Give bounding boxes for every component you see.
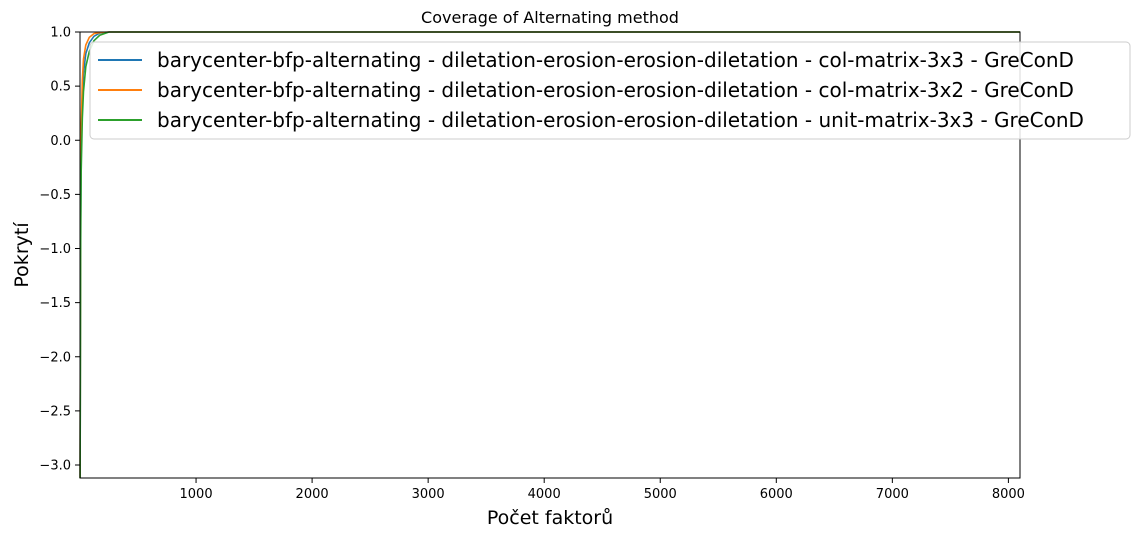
y-tick-label: −1.5 <box>39 296 71 311</box>
x-tick-label: 3000 <box>412 487 445 502</box>
y-tick-label: −2.0 <box>39 350 71 365</box>
legend-label-1: barycenter-bfp-alternating - diletation-… <box>157 48 1074 72</box>
legend-box <box>89 41 1131 140</box>
y-tick-label: −0.5 <box>39 188 71 203</box>
legend-label-2: barycenter-bfp-alternating - diletation-… <box>157 78 1074 102</box>
y-axis: 1.0 0.5 0.0 −0.5 −1.0 −1.5 −2.0 −2.5 −3.0 <box>39 26 80 474</box>
y-tick-label: 0.5 <box>50 80 71 95</box>
x-tick-label: 2000 <box>296 487 329 502</box>
legend-label-3: barycenter-bfp-alternating - diletation-… <box>157 108 1084 132</box>
x-tick-label: 7000 <box>876 487 909 502</box>
legend: barycenter-bfp-alternating - diletation-… <box>89 41 1131 140</box>
y-tick-label: −3.0 <box>39 459 71 474</box>
x-tick-label: 8000 <box>992 487 1025 502</box>
x-tick-label: 1000 <box>180 487 213 502</box>
y-axis-label: Pokrytí <box>11 222 33 288</box>
y-tick-label: −1.0 <box>39 242 71 257</box>
y-tick-label: −2.5 <box>39 404 71 419</box>
series-line-3 <box>79 31 1020 479</box>
x-tick-label: 4000 <box>528 487 561 502</box>
y-tick-label: 1.0 <box>50 26 71 41</box>
x-tick-label: 6000 <box>760 487 793 502</box>
x-tick-label: 5000 <box>644 487 677 502</box>
plot-frame <box>79 31 1021 479</box>
chart-title: Coverage of Alternating method <box>421 8 679 27</box>
x-axis-label: Počet faktorů <box>487 507 613 529</box>
y-tick-label: 0.0 <box>50 134 71 149</box>
x-axis: 1000 2000 3000 4000 5000 6000 7000 8000 <box>180 478 1025 502</box>
